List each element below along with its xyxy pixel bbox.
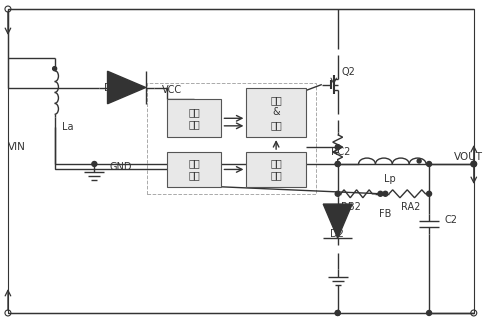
Text: D2: D2 [329,229,343,239]
Circle shape [416,159,420,163]
Polygon shape [107,71,146,104]
Text: 控制: 控制 [270,95,281,105]
Text: C2: C2 [444,214,457,225]
Text: La: La [61,122,73,132]
Text: 消磁: 消磁 [188,159,199,169]
Text: 驱动: 驱动 [270,120,281,130]
Bar [166,152,221,187]
Text: VOUT: VOUT [454,152,483,162]
Circle shape [382,191,387,196]
Text: 电源: 电源 [188,107,199,117]
Polygon shape [322,204,351,238]
Text: RA2: RA2 [400,202,419,212]
Circle shape [53,67,57,71]
Bar [147,82,315,194]
Text: 检测: 检测 [188,170,199,180]
Circle shape [426,162,431,166]
Circle shape [334,162,339,166]
Bar [246,88,305,137]
Text: RC2: RC2 [330,147,349,157]
Circle shape [91,162,97,166]
Text: 供电: 供电 [188,119,199,129]
Circle shape [377,191,382,196]
Text: Lp: Lp [384,174,395,184]
Text: FB: FB [378,209,391,219]
Circle shape [334,191,339,196]
Text: 检测: 检测 [270,170,281,180]
Bar [166,99,221,137]
Text: VIN: VIN [8,142,26,152]
Text: &: & [272,107,279,117]
Circle shape [334,310,339,316]
Circle shape [334,310,339,316]
Text: Q2: Q2 [341,67,355,77]
Text: 电流: 电流 [270,159,281,169]
Text: VCC: VCC [162,85,182,96]
Bar [246,152,305,187]
Circle shape [426,191,431,196]
Circle shape [334,145,339,150]
Circle shape [426,310,431,316]
Text: GND: GND [109,162,132,172]
Circle shape [470,162,475,166]
Text: RB2: RB2 [340,202,360,212]
Circle shape [334,162,339,166]
Text: DF2: DF2 [104,82,124,92]
